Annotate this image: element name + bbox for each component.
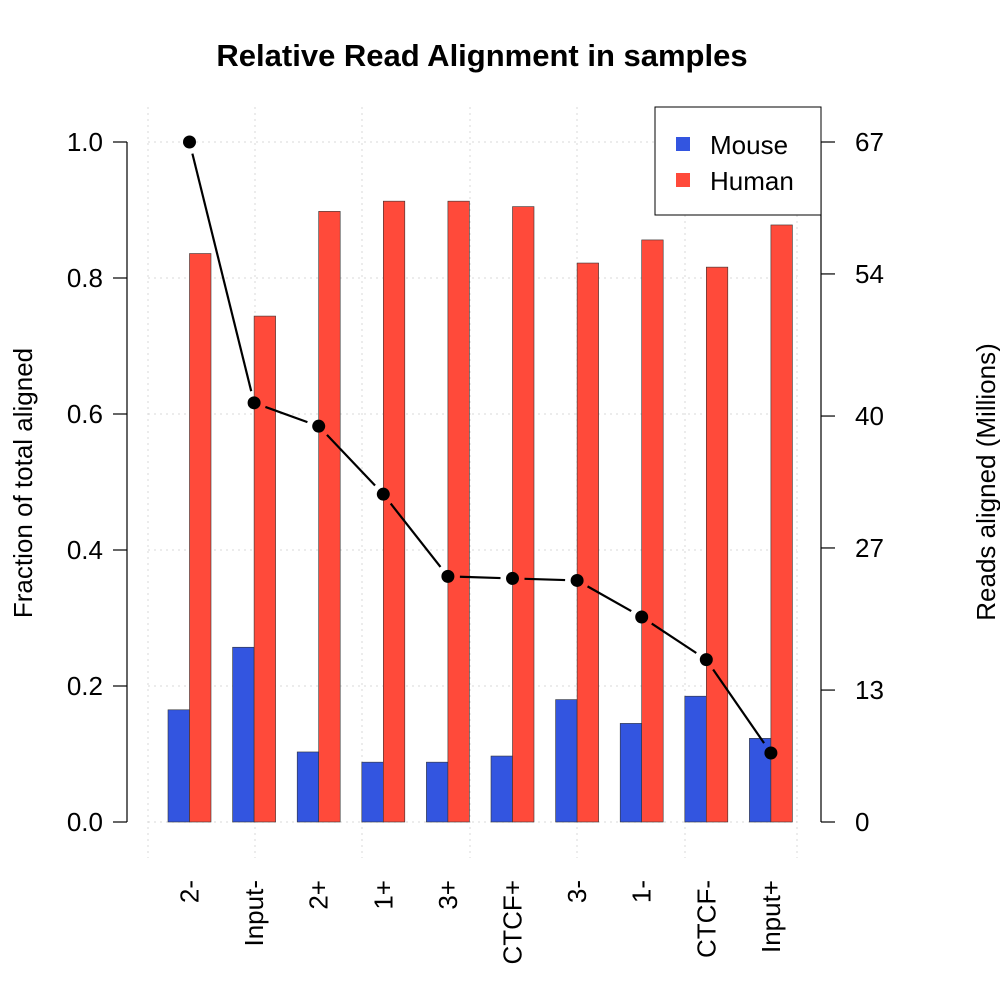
x-category-label: 2- [175,880,205,903]
y2-tick-label: 67 [855,127,884,157]
y2-tick-label: 40 [855,401,884,431]
line-segment [712,668,765,744]
legend-swatch-mouse [676,137,690,151]
y-tick-label: 1.0 [67,127,103,157]
bars-layer [167,200,793,823]
bar-mouse-8 [684,695,707,823]
line-segment [191,153,253,392]
y2-tick-label: 54 [855,259,884,289]
line-segment [459,575,501,580]
chart-title: Relative Read Alignment in samples [216,38,747,73]
bar-human-7 [641,239,664,823]
bar-mouse-7 [619,723,643,823]
bar-human-2 [318,211,341,823]
y2-tick-label: 27 [855,533,884,563]
bar-human-8 [705,266,729,823]
line-point-4 [441,569,455,583]
line-point-5 [506,571,519,585]
y-tick-label: 0.6 [67,399,103,429]
x-category-label: Input- [239,880,269,947]
y-tick-label: 0.4 [67,535,103,565]
line-segment [389,502,442,568]
legend-swatch-human [676,173,690,187]
bar-mouse-2 [296,751,320,823]
line-segment [651,622,697,654]
bar-mouse-4 [426,761,449,823]
bar-human-4 [447,200,470,823]
line-segment [524,577,566,582]
y-axis-title: Fraction of total aligned [8,348,38,618]
bar-mouse-5 [490,755,513,823]
y-tick-label: 0.8 [67,263,103,293]
legend: Mouse Human [654,106,822,216]
axes-layer: 0.0 0.2 0.4 0.6 0.8 1.0 0 13 27 40 54 67 2- Input- 2+ 1… [67,127,884,965]
line-segment [587,585,632,613]
y-tick-label: 0.0 [67,807,103,837]
x-category-label: 3+ [433,880,463,910]
bar-human-6 [576,262,599,823]
bar-human-0 [189,253,212,823]
line-point-9 [764,746,778,760]
legend-box [654,106,822,216]
line-point-3 [376,487,390,501]
x-category-label: CTCF- [691,880,721,958]
line-segment [326,434,376,487]
bar-human-5 [512,206,535,823]
line-point-8 [699,653,713,667]
y-tick-label: 0.2 [67,671,103,701]
bar-mouse-0 [167,709,190,823]
y2-tick-label: 13 [855,675,884,705]
line-point-2 [312,419,326,433]
line-point-6 [570,573,584,587]
bar-mouse-6 [555,699,578,823]
bar-human-3 [382,200,406,823]
x-category-label: CTCF+ [498,880,528,965]
line-point-0 [183,135,196,149]
bar-mouse-3 [361,761,384,823]
legend-label-human: Human [710,166,794,196]
x-category-label: 1- [627,880,657,903]
line-segment [265,405,308,424]
y2-axis-title: Reads aligned (Millions) [971,343,1000,620]
y2-tick-label: 0 [855,807,869,837]
bar-human-1 [253,315,276,823]
legend-label-mouse: Mouse [710,130,788,160]
bar-mouse-1 [232,646,255,823]
x-category-label: Input+ [756,880,786,953]
x-category-label: 2+ [304,880,334,910]
x-category-label: 1+ [368,880,398,910]
x-category-label: 3- [562,880,592,903]
bar-human-9 [770,224,793,823]
line-layer [183,135,778,760]
line-point-7 [635,610,649,624]
line-point-1 [247,396,261,410]
